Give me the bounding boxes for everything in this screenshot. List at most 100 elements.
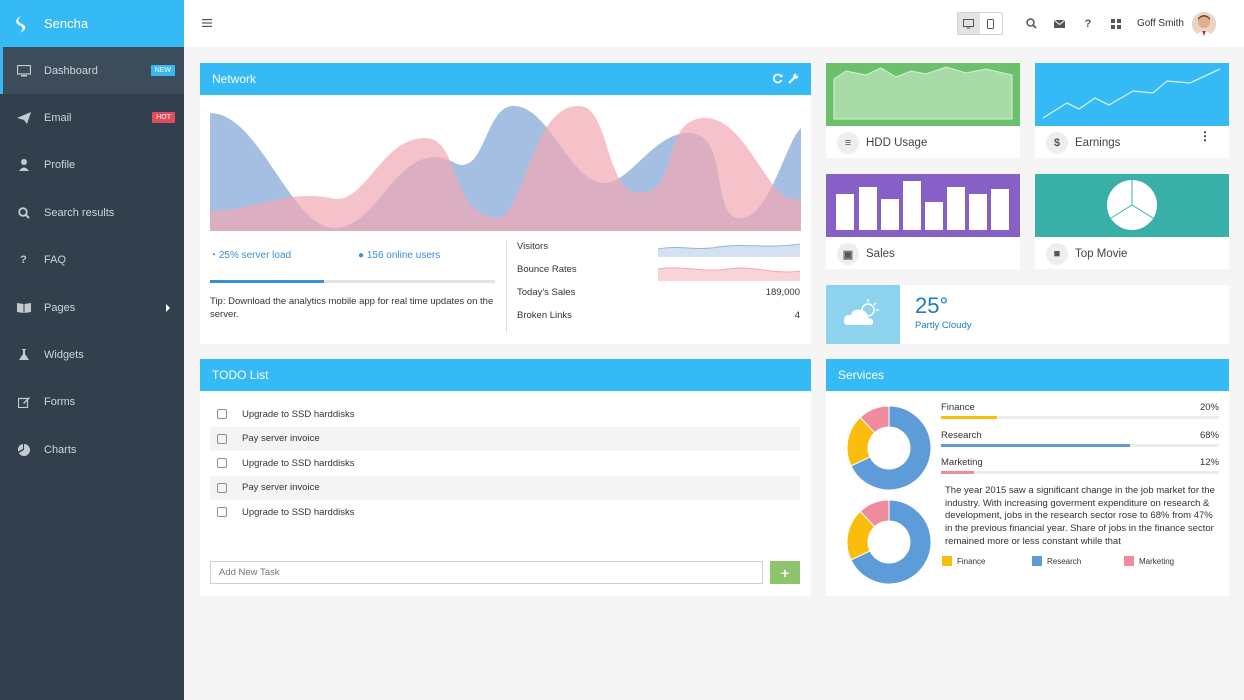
sales-chart xyxy=(826,174,1020,237)
todo-item-text: Pay server invoice xyxy=(242,433,320,445)
grid-icon[interactable] xyxy=(1102,18,1130,29)
flask-icon xyxy=(16,348,31,363)
online-users-stat: ● 156 online users xyxy=(358,250,441,261)
envelope-icon[interactable] xyxy=(1046,19,1074,28)
sidebar-item-label: Forms xyxy=(44,396,76,409)
paper-plane-icon xyxy=(16,111,31,126)
visitors-sparkline xyxy=(658,243,800,257)
pie-chart-icon xyxy=(16,442,31,457)
device-toggle xyxy=(956,12,1003,35)
todo-header: TODO List xyxy=(200,359,811,391)
stat-label: Visitors xyxy=(517,241,548,252)
todo-item-text: Upgrade to SSD harddisks xyxy=(242,506,355,518)
todo-title: TODO List xyxy=(212,368,269,382)
todo-panel: TODO List Upgrade to SSD harddisks Pay se… xyxy=(200,359,811,596)
sidebar-item-faq[interactable]: ? FAQ xyxy=(0,237,184,284)
services-title: Services xyxy=(838,368,885,382)
top-movie-chart xyxy=(1035,174,1229,237)
service-percent: 12% xyxy=(1199,457,1219,468)
donut-slice-marketing xyxy=(859,405,890,434)
todo-checkbox[interactable] xyxy=(217,409,227,420)
service-progress xyxy=(941,443,1219,447)
sales-tile[interactable]: ▣ Sales xyxy=(826,174,1020,269)
sencha-logo-icon xyxy=(16,14,26,33)
network-header: Network xyxy=(200,63,811,95)
search-icon[interactable] xyxy=(1018,18,1046,29)
tip-text: Tip: Download the analytics mobile app f… xyxy=(210,296,494,320)
legend-label: Marketing xyxy=(1139,556,1175,566)
desktop-icon[interactable] xyxy=(957,13,980,34)
weather-tile: 25° Partly Cloudy xyxy=(826,285,1229,344)
sidebar-item-email[interactable]: Email HOT xyxy=(0,94,184,141)
sidebar-item-profile[interactable]: Profile xyxy=(0,142,184,189)
todo-checkbox[interactable] xyxy=(217,458,227,469)
service-name: Finance xyxy=(941,402,975,413)
edit-icon xyxy=(16,395,31,410)
bounce-sparkline xyxy=(658,267,800,281)
top-movie-label: Top Movie xyxy=(1075,248,1128,260)
sidebar-item-label: Profile xyxy=(44,159,76,172)
donut-slice-marketing xyxy=(859,499,890,528)
hdd-usage-tile[interactable]: ≡ HDD Usage xyxy=(826,63,1020,158)
hdd-usage-label: HDD Usage xyxy=(866,137,928,149)
services-description: The year 2015 saw a significant change i… xyxy=(945,485,1215,547)
menu-icon[interactable] xyxy=(202,18,212,28)
sidebar-item-charts[interactable]: Charts xyxy=(0,426,184,473)
stat-label: Today's Sales xyxy=(517,287,576,298)
stat-value: 4 xyxy=(794,310,800,321)
service-percent: 68% xyxy=(1199,429,1219,441)
network-panel: Network ◔ 25% server load ● 156 online u… xyxy=(200,63,811,344)
book-icon xyxy=(16,300,31,315)
desktop-icon xyxy=(16,63,31,78)
earnings-label: Earnings xyxy=(1075,137,1121,149)
weather-icon-box xyxy=(826,285,900,344)
question-icon: ? xyxy=(20,254,27,267)
services-header: Services xyxy=(826,359,1229,391)
sidebar-item-pages[interactable]: Pages xyxy=(0,284,184,331)
sidebar: Sencha Dashboard NEW Email HOT Profile Search… xyxy=(0,0,184,700)
todo-item-text: Pay server invoice xyxy=(242,482,320,494)
services-donut-chart-2 xyxy=(846,499,932,585)
video-camera-icon: ■ xyxy=(1046,243,1068,265)
add-task-button[interactable]: + xyxy=(770,561,800,584)
todo-checkbox[interactable] xyxy=(217,507,227,518)
refresh-icon[interactable] xyxy=(772,73,783,84)
brand-header[interactable]: Sencha xyxy=(0,0,184,47)
todo-checkbox[interactable] xyxy=(217,433,227,444)
service-name: Research xyxy=(941,429,982,441)
sidebar-item-widgets[interactable]: Widgets xyxy=(0,331,184,378)
brand-name: Sencha xyxy=(44,16,89,31)
todo-item: Pay server invoice xyxy=(210,426,800,451)
user-icon: ● xyxy=(358,250,367,261)
stats-divider xyxy=(506,241,507,333)
add-task-input[interactable] xyxy=(210,561,763,584)
sidebar-badge: NEW xyxy=(150,65,175,76)
service-name: Marketing xyxy=(941,457,983,468)
todo-item: Upgrade to SSD harddisks xyxy=(210,500,800,525)
user-name[interactable]: Goff Smith xyxy=(1136,18,1184,29)
sidebar-item-dashboard[interactable]: Dashboard NEW xyxy=(0,47,184,95)
hdd-usage-chart xyxy=(826,63,1020,126)
more-options-icon[interactable]: ⋮ xyxy=(1199,129,1211,143)
sidebar-badge: HOT xyxy=(152,112,175,124)
service-percent: 20% xyxy=(1199,402,1219,413)
sidebar-item-forms[interactable]: Forms xyxy=(0,379,184,426)
sidebar-item-search-results[interactable]: Search results xyxy=(0,189,184,236)
database-icon: ≡ xyxy=(837,132,859,154)
tablet-icon[interactable] xyxy=(980,13,1002,34)
network-series-pink xyxy=(210,105,801,231)
weather-temperature: 25° xyxy=(915,293,949,318)
todo-checkbox[interactable] xyxy=(217,482,227,493)
sidebar-item-label: Pages xyxy=(44,301,76,314)
sidebar-item-label: Search results xyxy=(44,206,115,219)
legend-label: Research xyxy=(1047,556,1082,566)
earnings-tile[interactable]: $ Earnings ⋮ xyxy=(1035,63,1229,158)
service-progress xyxy=(941,416,1219,419)
sidebar-item-label: Email xyxy=(44,112,72,125)
top-movie-tile[interactable]: ■ Top Movie xyxy=(1035,174,1229,269)
stat-label: Broken Links xyxy=(517,310,572,321)
question-icon[interactable]: ? xyxy=(1084,17,1092,30)
avatar[interactable] xyxy=(1192,11,1216,36)
wrench-icon[interactable] xyxy=(788,73,799,84)
network-title: Network xyxy=(212,72,257,86)
